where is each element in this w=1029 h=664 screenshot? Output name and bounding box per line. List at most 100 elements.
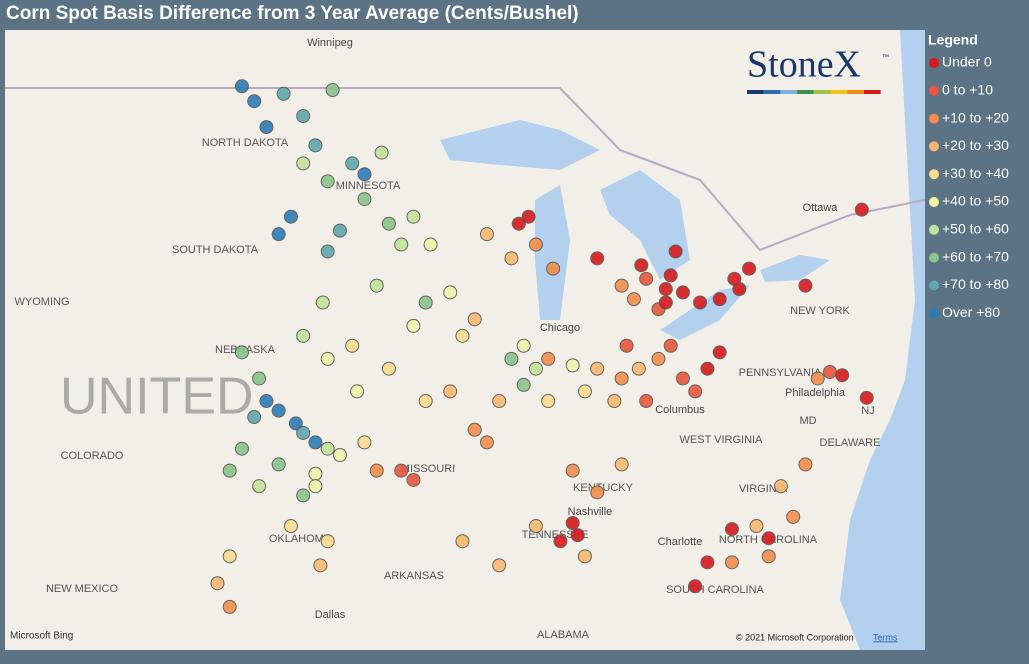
- data-point: [724, 522, 739, 537]
- data-point: [658, 295, 673, 310]
- map-label: MISSOURI: [401, 463, 455, 475]
- map-label: ARKANSAS: [384, 570, 444, 582]
- data-point: [406, 472, 421, 487]
- data-point: [222, 463, 237, 478]
- logo-stripe: [847, 90, 864, 94]
- data-point: [565, 358, 580, 373]
- data-point: [492, 558, 507, 573]
- data-point: [320, 244, 335, 259]
- data-point: [528, 237, 543, 252]
- data-point: [369, 463, 384, 478]
- data-point: [423, 237, 438, 252]
- map-label: SOUTH DAKOTA: [172, 244, 259, 256]
- data-point: [276, 86, 291, 101]
- data-point: [381, 361, 396, 376]
- map-label: KENTUCKY: [573, 482, 634, 494]
- map-label: Ottawa: [803, 202, 839, 214]
- data-point: [288, 416, 303, 431]
- lake-michigan: [535, 185, 570, 320]
- data-point: [541, 351, 556, 366]
- data-point: [675, 285, 690, 300]
- data-point: [418, 394, 433, 409]
- data-point: [614, 457, 629, 472]
- data-point: [590, 361, 605, 376]
- data-point: [222, 549, 237, 564]
- data-point: [773, 479, 788, 494]
- data-point: [308, 435, 323, 450]
- logo-stripe: [863, 90, 881, 94]
- data-point: [283, 209, 298, 224]
- data-point: [732, 282, 747, 297]
- data-point: [394, 463, 409, 478]
- map-label: WYOMING: [15, 296, 70, 308]
- map-label: Columbus: [655, 404, 705, 416]
- data-point: [590, 251, 605, 266]
- data-point: [749, 519, 764, 534]
- data-point: [320, 351, 335, 366]
- legend-swatch: [929, 280, 939, 291]
- data-point: [577, 384, 592, 399]
- legend-label: +10 to +20: [942, 109, 1009, 125]
- map-label: PENNSYLVANIA: [739, 367, 822, 379]
- data-point: [570, 528, 585, 543]
- data-point: [663, 338, 678, 353]
- data-point: [247, 94, 262, 109]
- map-label: DELAWARE: [820, 437, 881, 449]
- data-point: [511, 216, 526, 231]
- map-label: OKLAHOMA: [269, 533, 332, 545]
- data-point: [658, 282, 673, 297]
- logo-stripe: [797, 90, 814, 94]
- data-point: [675, 371, 690, 386]
- map-label: NORTH DAKOTA: [202, 137, 289, 149]
- data-point: [381, 216, 396, 231]
- ocean: [840, 30, 925, 650]
- data-point: [859, 390, 874, 405]
- data-point: [590, 485, 605, 500]
- data-point: [724, 555, 739, 570]
- data-point: [357, 435, 372, 450]
- data-point: [712, 345, 727, 360]
- data-point: [308, 138, 323, 153]
- data-point: [541, 394, 556, 409]
- legend-label: +20 to +30: [942, 137, 1009, 153]
- data-point: [786, 509, 801, 524]
- data-point: [296, 109, 311, 124]
- map-label: SOUTH CAROLINA: [666, 584, 764, 596]
- legend-label: Under 0: [942, 54, 992, 70]
- data-point: [467, 422, 482, 437]
- data-point: [761, 531, 776, 546]
- map-label: Winnipeg: [307, 37, 353, 49]
- copyright: © 2021 Microsoft Corporation: [736, 632, 854, 642]
- data-point: [296, 156, 311, 171]
- data-point: [798, 457, 813, 472]
- map-label: Chicago: [540, 322, 580, 334]
- data-point: [443, 285, 458, 300]
- data-point: [259, 394, 274, 409]
- terms-link[interactable]: Terms: [873, 632, 898, 642]
- data-point: [325, 83, 340, 98]
- data-point: [651, 351, 666, 366]
- data-point: [406, 318, 421, 333]
- data-point: [693, 295, 708, 310]
- data-point: [320, 534, 335, 549]
- data-point: [320, 441, 335, 456]
- data-point: [271, 227, 286, 242]
- data-point: [688, 384, 703, 399]
- data-point: [271, 403, 286, 418]
- data-point: [634, 258, 649, 273]
- data-point: [271, 457, 286, 472]
- data-point: [394, 237, 409, 252]
- data-point: [854, 202, 869, 217]
- data-point: [577, 549, 592, 564]
- data-point: [350, 384, 365, 399]
- data-point: [296, 328, 311, 343]
- map-label: ALABAMA: [537, 629, 590, 641]
- data-point: [315, 295, 330, 310]
- data-point: [357, 192, 372, 207]
- data-point: [607, 394, 622, 409]
- data-point: [639, 271, 654, 286]
- data-point: [516, 338, 531, 353]
- data-point: [516, 377, 531, 392]
- map-label: MD: [799, 415, 816, 427]
- data-point: [565, 516, 580, 531]
